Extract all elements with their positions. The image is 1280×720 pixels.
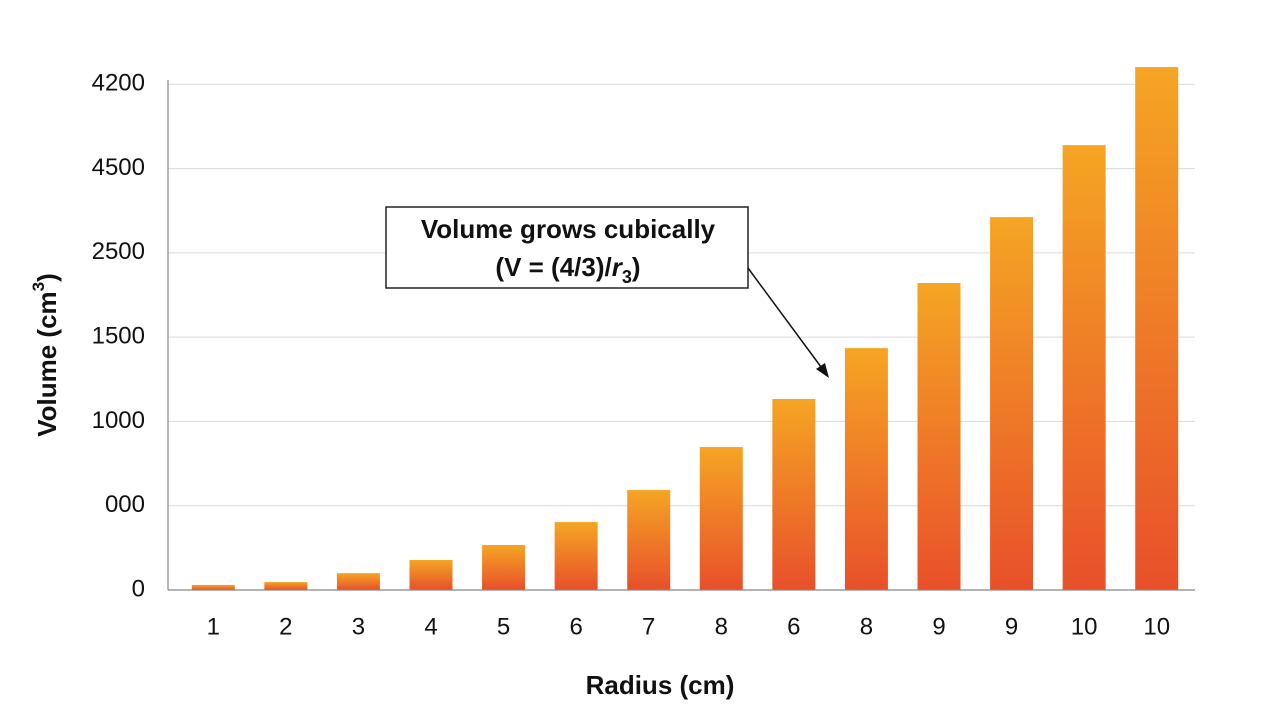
- bar: [264, 582, 308, 590]
- bar: [554, 522, 598, 590]
- annotation-arrowhead: [816, 363, 829, 378]
- y-axis-title-sup: 3: [29, 282, 48, 291]
- x-tick-label: 2: [279, 613, 292, 640]
- x-tick-label: 9: [1005, 613, 1018, 640]
- bar: [844, 348, 888, 590]
- x-tick-label: 7: [642, 613, 655, 640]
- annotation-box: [385, 206, 749, 289]
- formula-part: 3: [622, 267, 632, 287]
- x-tick-label: 8: [715, 613, 728, 640]
- y-tick-label: 4200: [92, 70, 145, 97]
- bar: [627, 490, 671, 590]
- y-tick-label: 1500: [92, 322, 145, 349]
- bar: [1062, 145, 1106, 590]
- annotation-title: Volume grows cubically: [421, 214, 716, 244]
- bar: [699, 447, 743, 590]
- x-tick-label: 1: [207, 613, 220, 640]
- x-tick-label: 6: [787, 613, 800, 640]
- x-tick-label: 6: [569, 613, 582, 640]
- y-tick-label: 2500: [92, 238, 145, 265]
- bar: [772, 399, 816, 590]
- y-tick-label: 1000: [92, 407, 145, 434]
- bars: [191, 67, 1179, 590]
- formula-part: (V = (4/3)/: [495, 252, 611, 282]
- bar: [336, 573, 380, 590]
- formula-part: ): [632, 252, 641, 282]
- bar: [990, 217, 1034, 590]
- y-axis-title-main: Volume (cm: [32, 291, 62, 436]
- formula-part: r: [612, 252, 624, 282]
- annotation: Volume grows cubically (V = (4/3)/r3): [385, 206, 829, 378]
- x-tick-label: 4: [424, 613, 437, 640]
- grid: [168, 83, 1195, 591]
- x-tick-label: 10: [1143, 613, 1170, 640]
- y-tick-label: 0: [132, 575, 145, 602]
- x-tick-label: 9: [932, 613, 945, 640]
- x-tick-label: 5: [497, 613, 510, 640]
- y-axis-title-end: ): [32, 273, 62, 282]
- annotation-arrow: [747, 267, 825, 372]
- bar: [191, 584, 235, 590]
- bar: [917, 283, 961, 590]
- x-tick-label: 10: [1071, 613, 1098, 640]
- bar: [482, 544, 526, 590]
- y-axis-title: Volume (cm3): [29, 273, 62, 437]
- y-tick-label: 4500: [92, 154, 145, 181]
- annotation-formula: (V = (4/3)/r3): [495, 252, 640, 287]
- x-tick-label: 8: [860, 613, 873, 640]
- bar: [409, 559, 453, 590]
- bar: [1135, 67, 1179, 590]
- y-tick-label: 000: [105, 491, 145, 518]
- x-tick-label: 3: [352, 613, 365, 640]
- x-axis-title: Radius (cm): [586, 670, 735, 700]
